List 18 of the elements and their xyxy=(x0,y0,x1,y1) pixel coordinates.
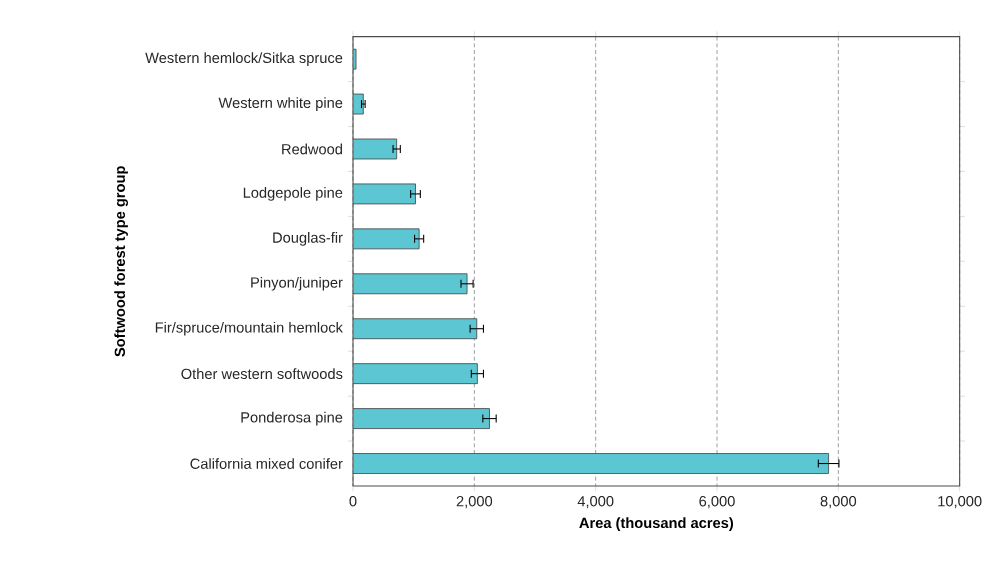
x-tick-label: 0 xyxy=(349,496,357,507)
x-axis-title: Area (thousand acres) xyxy=(579,517,734,531)
y-tick-label: Western white pine xyxy=(218,97,343,111)
y-tick-label: Other western softwoods xyxy=(181,368,343,380)
x-tick-label: 6,000 xyxy=(699,496,735,509)
x-tick-label: 4,000 xyxy=(577,496,614,509)
y-tick-label: Western hemlock/Sitka spruce xyxy=(145,52,343,66)
y-tick-label: California mixed conifer xyxy=(190,458,343,469)
y-tick-label: Ponderosa pine xyxy=(241,411,343,426)
y-tick-label: Fir/spruce/mountain hemlock xyxy=(155,321,343,336)
x-tick-label: 10,000 xyxy=(938,496,982,509)
x-tick-label: 2,000 xyxy=(456,496,493,509)
y-tick-label: Redwood xyxy=(282,143,342,155)
x-tick-label: 8,000 xyxy=(820,496,857,509)
y-tick-label: Pinyon/juniper xyxy=(251,276,343,291)
y-tick-label: Douglas-fir xyxy=(273,232,343,246)
y-tick-label: Lodgepole pine xyxy=(243,187,343,201)
y-axis-title: Softwood forest type group xyxy=(114,166,129,357)
